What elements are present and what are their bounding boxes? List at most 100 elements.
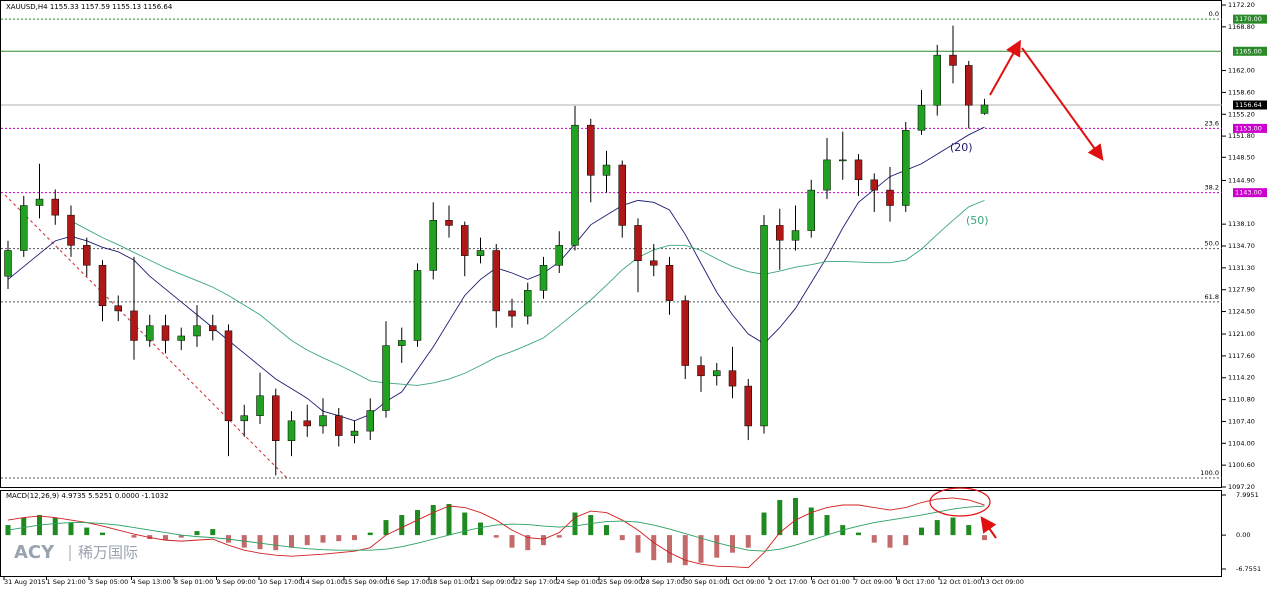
candle-body: [571, 124, 579, 246]
y-tick-label: 1104.00: [1228, 439, 1255, 447]
fib-label: 50.0: [1205, 240, 1219, 248]
macd-bar: [824, 515, 830, 536]
x-tick-label: 15 Sep 09:00: [344, 578, 387, 586]
macd-bar: [588, 515, 594, 536]
candle-body: [350, 430, 359, 436]
macd-bar: [714, 535, 720, 558]
candle-body: [980, 104, 989, 114]
macd-bar: [761, 512, 767, 536]
x-tick-label: 31 Aug 2015: [4, 578, 46, 586]
candle-body: [366, 410, 374, 432]
macd-bar: [651, 535, 657, 561]
macd-bar: [21, 517, 27, 536]
candle-body: [130, 310, 138, 341]
logo-brand: ACY: [14, 542, 55, 563]
x-tick-label: 22 Sep 17:00: [514, 578, 557, 586]
x-tick-label: 8 Sep 01:00: [174, 578, 213, 586]
candle-body: [445, 220, 453, 226]
macd-bar: [178, 535, 184, 538]
macd-bar: [68, 522, 74, 536]
candle-body: [839, 159, 847, 162]
candle-body: [193, 325, 201, 337]
macd-bar: [383, 520, 389, 536]
macd-bar: [462, 512, 468, 536]
candle-body: [587, 124, 595, 176]
arrow-up: [989, 39, 1021, 96]
candle-body: [51, 198, 59, 216]
y-tick-label: 1110.80: [1228, 396, 1255, 404]
candle-body: [429, 220, 437, 271]
y-tick-label: 1162.00: [1228, 67, 1255, 75]
fib-label: 61.8: [1205, 293, 1219, 301]
x-tick-label: 6 Oct 01:00: [812, 578, 850, 586]
y-tick-label: 1151.80: [1228, 132, 1255, 140]
macd-bar: [745, 535, 751, 548]
y-tick-label: 1148.50: [1228, 153, 1255, 161]
ma-label: (50): [966, 214, 989, 227]
macd-bar: [430, 505, 436, 536]
macd-bar: [163, 535, 168, 541]
price-box-label: 1143.00: [1235, 189, 1262, 197]
candle-body: [335, 415, 343, 436]
y-tick-label: 1117.60: [1228, 352, 1255, 360]
macd-bar: [289, 535, 294, 548]
macd-bar: [730, 535, 735, 553]
candle-body: [67, 214, 75, 246]
candle-body: [524, 290, 532, 317]
candle-body: [965, 65, 973, 106]
y-tick-label: 1168.80: [1228, 23, 1255, 31]
candle-body: [886, 189, 894, 206]
candle-body: [776, 225, 784, 241]
macd-title: MACD(12,26,9) 4.9735 5.5251 0.0000 -1.10…: [6, 492, 169, 500]
candle-body: [398, 340, 406, 346]
candle-body: [665, 265, 674, 301]
macd-bar: [619, 535, 625, 541]
macd-bar: [966, 525, 972, 536]
macd-bar: [934, 520, 940, 536]
macd-line: [7, 497, 985, 569]
price-box-label: 1153.00: [1235, 124, 1262, 132]
price-box: [1233, 123, 1267, 133]
macd-bar: [5, 525, 11, 536]
ma-label: (20): [950, 141, 973, 154]
x-tick-label: 14 Sep 01:00: [302, 578, 345, 586]
macd-bar: [273, 535, 279, 551]
y-tick-label: 1100.60: [1228, 461, 1255, 469]
candle-body: [161, 325, 170, 341]
y-tick-label: 1155.20: [1228, 110, 1255, 118]
macd-bar: [493, 535, 499, 538]
y-tick-label: 1134.70: [1228, 242, 1255, 250]
arrow-down: [1021, 47, 1104, 161]
candle-body: [634, 225, 642, 262]
candle-body: [823, 159, 831, 191]
x-tick-label: 1 Oct 09:00: [727, 578, 765, 586]
x-tick-label: 1 Sep 21:00: [47, 578, 86, 586]
y-tick-label: 1114.20: [1228, 374, 1255, 382]
y-tick-label: 1097.20: [1228, 483, 1255, 491]
candle-body: [602, 164, 611, 176]
macd-bar: [509, 535, 515, 548]
price-box-label: 1156.64: [1235, 101, 1262, 109]
x-tick-label: 7 Oct 09:00: [854, 578, 892, 586]
y-tick-label: 1158.60: [1228, 88, 1255, 96]
fib-label: 23.6: [1205, 119, 1219, 127]
candle-body: [713, 370, 721, 377]
candle-body: [697, 365, 705, 377]
macd-bar: [919, 527, 924, 536]
macd-bar: [808, 507, 814, 536]
macd-bar: [399, 515, 405, 536]
macd-bar: [777, 499, 783, 536]
x-tick-label: 18 Sep 01:00: [429, 578, 472, 586]
price-box: [1233, 188, 1267, 198]
macd-bar: [556, 535, 562, 538]
macd-bar: [667, 535, 672, 563]
macd-bar: [194, 531, 200, 536]
macd-bar: [698, 535, 704, 563]
x-tick-label: 12 Oct 01:00: [939, 578, 981, 586]
candle-body: [728, 370, 737, 387]
macd-bar: [478, 522, 483, 536]
x-tick-label: 21 Sep 09:00: [472, 578, 515, 586]
candle-body: [114, 305, 122, 312]
candle-body: [35, 198, 44, 206]
macd-bar: [100, 532, 105, 536]
